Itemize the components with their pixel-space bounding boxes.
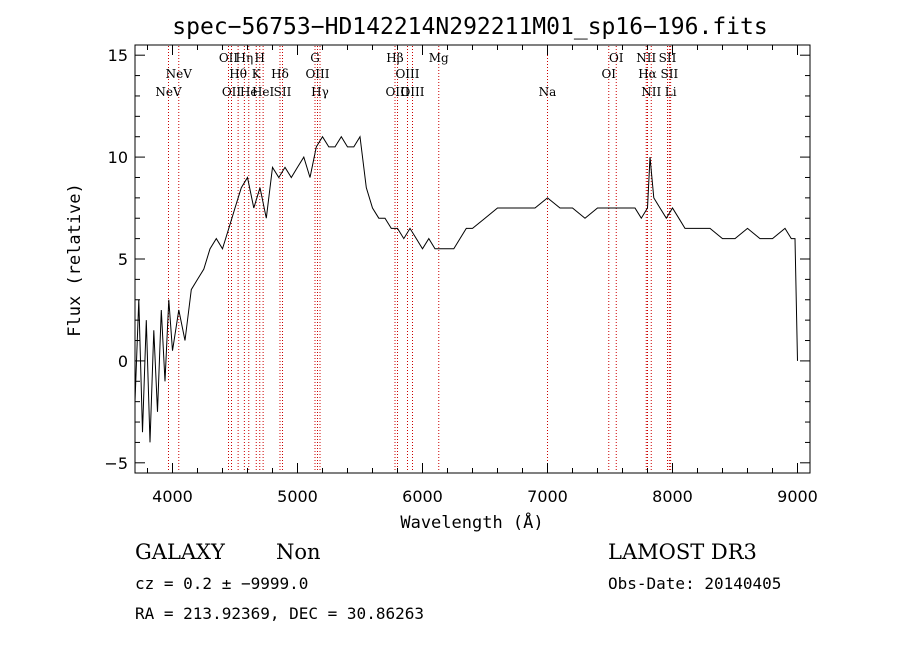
line-marker-label: HeI (252, 85, 275, 99)
line-marker-label: OIII (400, 85, 424, 99)
line-marker-label: OIII (305, 67, 329, 81)
line-marker-label: Hθ (229, 67, 247, 81)
x-tick-label: 5000 (277, 487, 318, 506)
line-marker-label: SII (661, 67, 679, 81)
line-marker-label: OI (601, 67, 616, 81)
line-marker-label: NeV (166, 67, 193, 81)
x-tick-label: 9000 (777, 487, 818, 506)
line-marker-label: Hη (236, 51, 254, 65)
line-marker-label: SII (659, 51, 677, 65)
x-tick-label: 6000 (402, 487, 443, 506)
line-marker-label: NII (641, 85, 661, 99)
line-marker-label: H (255, 51, 265, 65)
line-marker-label: NII (636, 51, 656, 65)
ra-dec: RA = 213.92369, DEC = 30.86263 (135, 604, 424, 623)
line-marker-label: Hβ (386, 51, 403, 65)
y-tick-label: 5 (118, 250, 128, 269)
y-tick-label: 15 (108, 46, 128, 65)
line-marker-labels: NeV NeV OII OII Hθ Hη He KH HeI Hδ SII G OIII Hγ Hβ OII… (155, 51, 678, 99)
spectrum-line (134, 135, 798, 443)
plot-frame (134, 44, 811, 474)
y-axis-ticks: −5 0 5 10 15 (104, 46, 810, 473)
line-marker-label: He (240, 85, 258, 99)
line-marker-label: NeV (155, 85, 182, 99)
y-axis-label: Flux (relative) (65, 183, 85, 337)
x-tick-label: 8000 (652, 487, 693, 506)
line-marker-label: OIII (395, 67, 419, 81)
line-marker-label: Hα (638, 67, 657, 81)
line-marker-label: Li (665, 85, 677, 99)
chart-title: spec−56753−HD142214N292211M01_sp16−196.f… (172, 14, 767, 40)
obs-date: Obs-Date: 20140405 (608, 574, 781, 593)
y-tick-label: 0 (118, 352, 128, 371)
line-marker-label: Hγ (311, 85, 329, 99)
y-tick-label: −5 (104, 454, 128, 473)
survey-name: LAMOST DR3 (608, 540, 757, 564)
line-marker-label: K (252, 67, 262, 81)
line-marker-label: OII (219, 51, 239, 65)
x-tick-label: 7000 (527, 487, 568, 506)
line-marker-label: Na (539, 85, 557, 99)
line-marker-label: Hδ (271, 67, 289, 81)
x-axis-label: Wavelength (Å) (400, 511, 543, 533)
redshift-cz: cz = 0.2 ± −9999.0 (135, 574, 308, 593)
line-marker-label: Mg (429, 51, 449, 65)
line-marker-label: OIII (385, 85, 409, 99)
y-tick-label: 10 (108, 148, 128, 167)
line-marker-label: OII (222, 85, 242, 99)
line-marker-label: G (310, 51, 320, 65)
x-axis-ticks: 4000 5000 6000 7000 8000 9000 (147, 45, 818, 506)
line-marker-label: SII (274, 85, 292, 99)
line-marker-label: OI (609, 51, 624, 65)
x-tick-label: 4000 (152, 487, 193, 506)
object-subclass: Non (276, 540, 321, 564)
line-markers (168, 46, 672, 472)
object-type: GALAXY (135, 540, 226, 564)
